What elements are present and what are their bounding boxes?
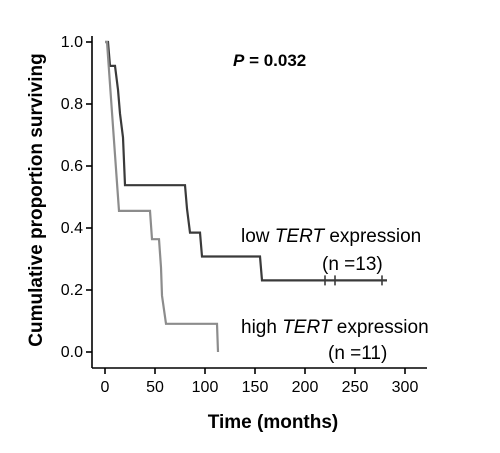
p-value-annotation: P = 0.032 xyxy=(233,51,306,70)
low-tert-label-gene: TERT xyxy=(275,226,326,247)
y-tick-label: 0.6 xyxy=(61,158,83,175)
x-tick-label: 100 xyxy=(192,379,219,396)
x-tick-label: 250 xyxy=(342,379,369,396)
low-tert-label-post: expression xyxy=(324,226,421,247)
axes: 0.0 0.2 0.4 0.6 0.8 1.0 0 50 100 150 200 250 300 xyxy=(61,34,427,396)
x-tick-label: 300 xyxy=(392,379,419,396)
y-tick-label: 0.0 xyxy=(61,344,83,361)
x-ticks: 0 50 100 150 200 250 300 xyxy=(101,368,419,396)
low-tert-n-label: (n =13) xyxy=(322,254,383,275)
low-tert-label: low TERT expression xyxy=(241,226,421,247)
low-tert-survival-curve xyxy=(105,40,387,282)
y-ticks: 0.0 0.2 0.4 0.6 0.8 1.0 xyxy=(61,34,92,361)
high-tert-label-gene: TERT xyxy=(282,317,333,338)
y-axis-title: Cumulative proportion surviving xyxy=(26,53,47,346)
high-tert-label: high TERT expression xyxy=(241,317,429,338)
high-tert-survival-curve xyxy=(105,40,220,353)
low-tert-label-pre: low xyxy=(241,226,275,247)
y-tick-label: 0.2 xyxy=(61,282,83,299)
y-tick-label: 0.8 xyxy=(61,96,83,113)
x-tick-label: 150 xyxy=(242,379,269,396)
x-tick-label: 50 xyxy=(146,379,164,396)
x-tick-label: 200 xyxy=(292,379,319,396)
high-tert-n-label: (n =11) xyxy=(328,343,387,364)
survival-curves xyxy=(105,40,387,353)
high-tert-label-pre: high xyxy=(241,317,282,338)
y-tick-label: 0.4 xyxy=(61,220,83,237)
p-value-symbol: P xyxy=(233,51,245,70)
x-axis-title: Time (months) xyxy=(208,412,339,433)
x-tick-label: 0 xyxy=(101,379,110,396)
y-tick-label: 1.0 xyxy=(61,34,83,51)
p-value-text: = 0.032 xyxy=(244,51,306,70)
high-tert-label-post: expression xyxy=(331,317,428,338)
